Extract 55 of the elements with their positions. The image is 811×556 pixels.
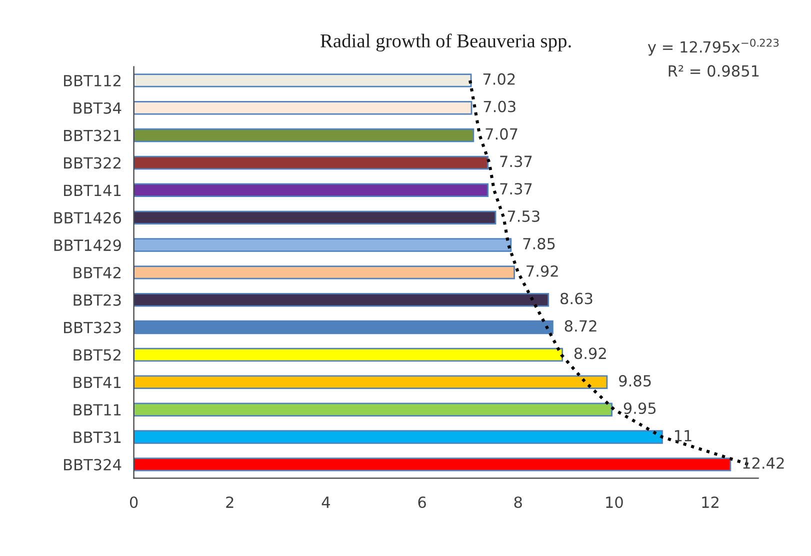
annotation: R² = 0.9851: [668, 65, 759, 77]
x-tick-label: 4: [322, 496, 330, 508]
y-tick-label: BBT34: [74, 102, 122, 114]
y-tick-label: BBT42: [74, 266, 120, 278]
bar: [134, 74, 472, 88]
data-label: 9.95: [624, 402, 656, 414]
y-tick-label: BBT31: [74, 431, 121, 444]
bar: [134, 320, 554, 334]
bar: [134, 100, 472, 115]
y-tick-label: BBT141: [64, 184, 121, 196]
chart-title: Radial growth of Beauveria spp.: [320, 34, 571, 52]
bar: [134, 156, 489, 170]
y-tick-label: BBT52: [74, 349, 120, 361]
bar: [134, 210, 496, 224]
data-label: 7.02: [483, 73, 515, 85]
bar: [134, 183, 489, 198]
y-tick-label: BBT322: [64, 157, 120, 169]
y-tick-label: BBT41: [74, 376, 121, 388]
y-tick-label: BBT11: [74, 404, 121, 416]
y-tick-label: BBT112: [64, 74, 120, 86]
y-tick-label: BBT323: [64, 322, 121, 334]
bar: [134, 458, 732, 472]
bar: [134, 266, 515, 280]
x-tick-label: 2: [226, 496, 234, 508]
data-label: 8.72: [564, 320, 596, 332]
data-label: 7.92: [526, 265, 558, 277]
bar: [134, 128, 474, 142]
y-tick-label: BBT1426: [54, 212, 122, 224]
x-tick-label: 6: [418, 496, 426, 508]
data-label: 7.37: [500, 156, 532, 168]
x-tick-label: 12: [702, 496, 718, 508]
data-label: 7.07: [486, 128, 518, 140]
bar: [134, 348, 563, 362]
data-label: 8.92: [574, 348, 606, 360]
bar: [134, 293, 550, 307]
data-label: 7.37: [500, 183, 532, 195]
y-tick-label: BBT321: [64, 130, 121, 142]
data-label: 9.85: [619, 375, 651, 387]
y-tick-label: BBT324: [64, 458, 122, 470]
y-tick-label: BBT1429: [54, 239, 121, 252]
text: y = 12.795x$^{−0.223}$: [648, 38, 779, 56]
data-label: 7.03: [484, 100, 516, 112]
bar: [134, 238, 512, 252]
bar: [134, 375, 608, 390]
data-label: 7.85: [523, 238, 555, 250]
x-tick-label: 0: [130, 496, 138, 508]
x-tick-label: 8: [514, 496, 522, 508]
data-label: 7.53: [508, 210, 540, 222]
data-label: 11: [675, 430, 692, 442]
data-label: 12.42: [743, 457, 784, 469]
data-label: 8.63: [560, 292, 592, 304]
bar: [134, 430, 663, 444]
bar: [134, 402, 612, 416]
y-tick-label: BBT23: [74, 294, 121, 306]
x-tick-label: 10: [606, 496, 623, 508]
